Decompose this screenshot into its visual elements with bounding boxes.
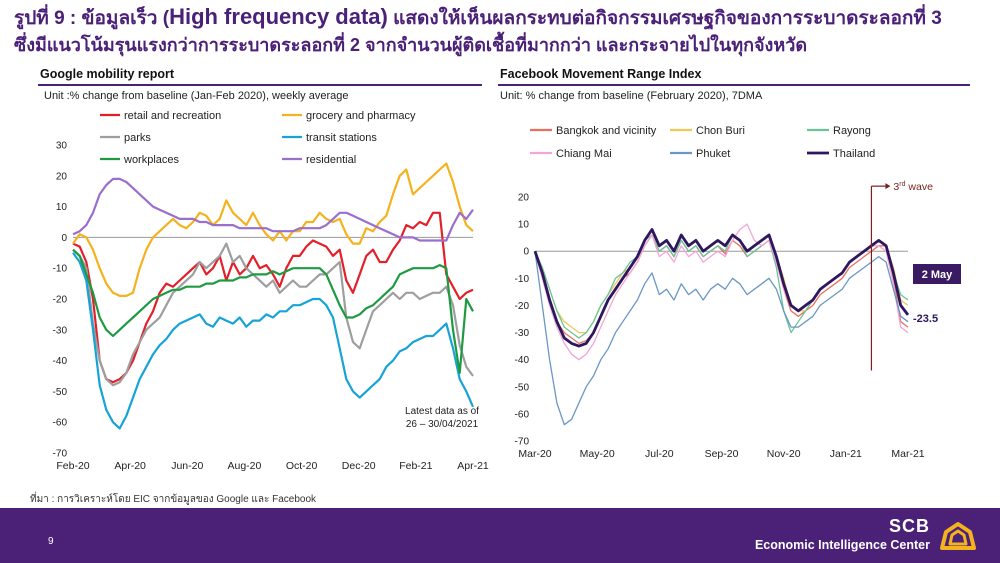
legend-label-bangkok-and-vicinity: Bangkok and vicinity: [556, 125, 657, 137]
x-tick-label: Nov-20: [767, 448, 801, 460]
y-tick-label: -40: [515, 355, 530, 366]
date-box-label: 2 May: [922, 269, 953, 281]
x-tick-label: Feb-21: [399, 460, 432, 472]
right-panel-heading: Facebook Movement Range Index: [500, 67, 702, 81]
date-box: [913, 264, 961, 284]
x-tick-label: Mar-20: [518, 448, 551, 460]
series-line-parks: [72, 242, 474, 387]
x-tick-label: Feb-20: [56, 460, 89, 472]
title-suffix: แสดงให้เห็นผลกระทบต่อกิจกรรมเศรษฐกิจของก…: [387, 8, 942, 29]
x-tick-label: Jul-20: [645, 448, 674, 460]
y-tick-label: 10: [56, 202, 68, 213]
y-tick-label: -60: [53, 418, 68, 429]
brand-name: SCB: [888, 516, 930, 536]
y-tick-label: -20: [53, 295, 68, 306]
brand-tagline: Economic Intelligence Center: [754, 538, 930, 552]
source-note: ที่มา : การวิเคราะห์โดย EIC จากข้อมูลของ…: [30, 494, 317, 505]
y-tick-label: -30: [53, 325, 68, 336]
legend-label-grocery-and-pharmacy: grocery and pharmacy: [306, 110, 416, 122]
series-line-phuket: [534, 251, 909, 426]
last-value-label: -23.5: [913, 313, 938, 325]
y-tick-label: -30: [515, 328, 530, 339]
y-tick-label: 0: [61, 233, 67, 244]
x-tick-label: Dec-20: [342, 460, 376, 472]
y-tick-label: -50: [53, 387, 68, 398]
legend-label-transit-stations: transit stations: [306, 132, 377, 144]
left-panel-heading: Google mobility report: [40, 67, 175, 81]
footer-bar: 9 SCB Economic Intelligence Center: [0, 508, 1000, 563]
legend-label-residential: residential: [306, 154, 356, 166]
y-tick-label: -10: [515, 274, 530, 285]
series-line-chon-buri: [534, 228, 909, 334]
title-line2: ซึ่งมีแนวโน้มรุนแรงกว่าการระบาดระลอกที่ …: [14, 35, 808, 55]
x-tick-label: Apr-21: [457, 460, 489, 472]
legend-label-chon-buri: Chon Buri: [696, 125, 745, 137]
y-tick-label: -40: [53, 356, 68, 367]
x-tick-label: Aug-20: [227, 460, 261, 472]
x-tick-label: Oct-20: [286, 460, 318, 472]
arrow-head-icon: [885, 183, 891, 190]
x-tick-label: Apr-20: [114, 460, 146, 472]
page-title: รูปที่ 9 : ข้อมูลเร็ว (High frequency da…: [14, 3, 989, 59]
y-tick-label: -10: [53, 264, 68, 275]
title-highlight: High frequency data): [169, 4, 388, 29]
title-prefix: รูปที่ 9 : ข้อมูลเร็ว (: [14, 8, 170, 29]
legend-label-phuket: Phuket: [696, 148, 730, 160]
series-line-transit-stations: [72, 252, 475, 430]
legend-label-rayong: Rayong: [833, 125, 871, 137]
series-line-workplaces: [72, 248, 474, 374]
page-number: 9: [48, 536, 54, 547]
y-tick-label: 10: [518, 220, 530, 231]
left-panel-unit: Unit :% change from baseline (Jan-Feb 20…: [44, 90, 349, 102]
third-wave-label: 3rd wave: [893, 181, 933, 193]
latest-data-note: Latest data as of: [405, 406, 479, 417]
y-tick-label: 20: [56, 171, 68, 182]
y-tick-label: 0: [523, 247, 529, 258]
x-tick-label: May-20: [580, 448, 615, 460]
legend-label-workplaces: workplaces: [123, 154, 180, 166]
legend-label-parks: parks: [124, 132, 151, 144]
y-tick-label: -60: [515, 409, 530, 420]
scb-logo-icon: [940, 522, 976, 550]
y-tick-label: -70: [53, 449, 68, 460]
series-line-thailand: [533, 228, 910, 348]
right-panel-unit: Unit: % change from baseline (February 2…: [500, 90, 763, 102]
legend-label-chiang-mai: Chiang Mai: [556, 148, 612, 160]
series-line-grocery-and-pharmacy: [72, 162, 474, 297]
y-tick-label: -50: [515, 382, 530, 393]
x-tick-label: Jan-21: [830, 448, 862, 460]
legend-label-thailand: Thailand: [833, 148, 875, 160]
y-tick-label: -20: [515, 301, 530, 312]
latest-data-date: 26 – 30/04/2021: [406, 419, 479, 430]
right-panel-rule: [498, 84, 970, 86]
legend-label-retail-and-recreation: retail and recreation: [124, 110, 221, 122]
y-tick-label: -70: [515, 437, 530, 448]
left-panel-rule: [38, 84, 482, 86]
y-tick-label: 20: [518, 193, 530, 204]
series-line-residential: [72, 177, 474, 242]
y-tick-label: 30: [56, 141, 68, 152]
x-tick-label: Sep-20: [705, 448, 739, 460]
x-tick-label: Mar-21: [891, 448, 924, 460]
x-tick-label: Jun-20: [171, 460, 203, 472]
